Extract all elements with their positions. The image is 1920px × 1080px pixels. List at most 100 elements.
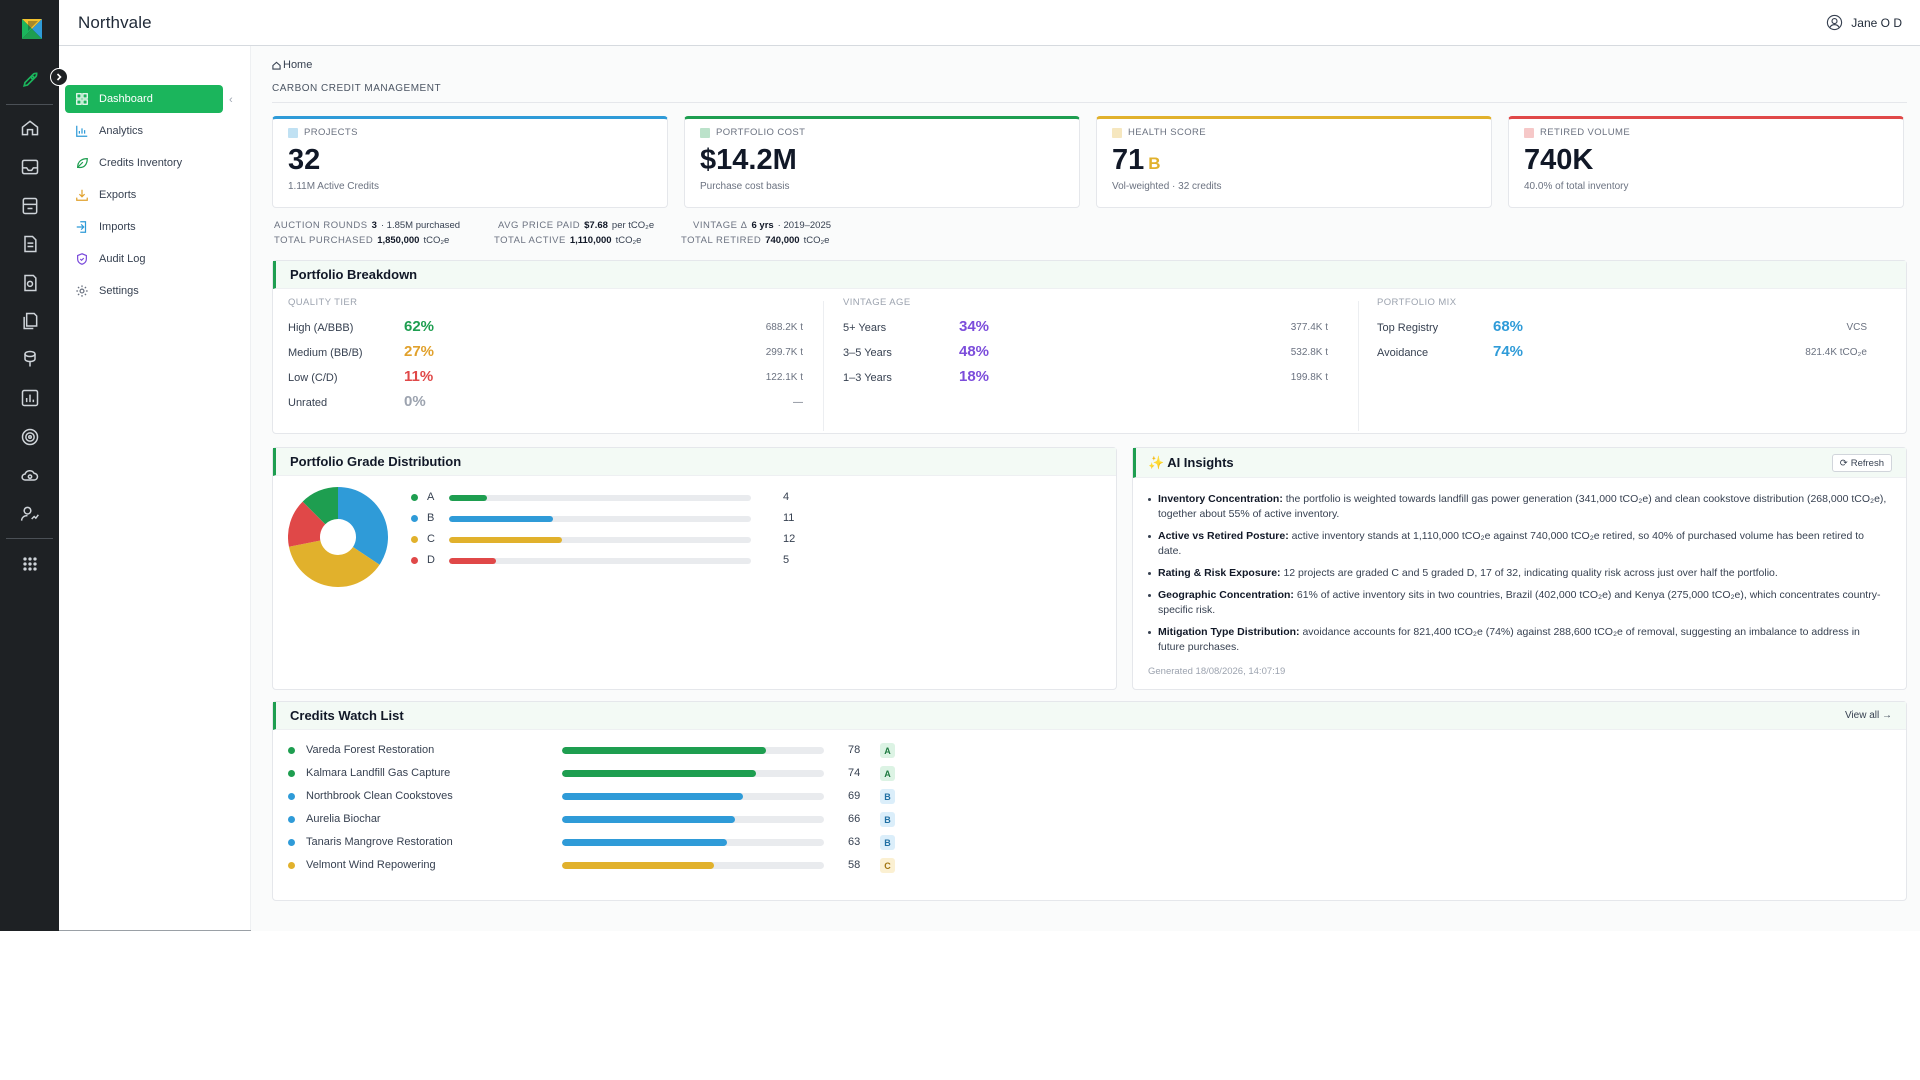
sidebar-item-label: Settings	[99, 285, 139, 297]
watch-list-row[interactable]: Tanaris Mangrove Restoration 63 B	[288, 831, 908, 854]
project-name[interactable]: Vareda Forest Restoration	[306, 744, 435, 756]
grade-count: 12	[783, 533, 796, 545]
sidebar-item-dashboard[interactable]: Dashboard	[65, 85, 223, 113]
sidebar-item-analytics[interactable]: Analytics	[65, 117, 223, 145]
stat-vintage: VINTAGE Δ 6 yrs · 2019–2025	[693, 220, 831, 231]
kpi-card-retired-volume[interactable]: RETIRED VOLUME 740K 40.0% of total inven…	[1508, 116, 1904, 208]
grade-donut-chart	[288, 487, 388, 587]
donut-slice-c[interactable]	[288, 540, 380, 587]
apps-grid-icon[interactable]	[18, 552, 42, 576]
sidebar-collapse-button[interactable]	[50, 68, 68, 86]
coin-stack-icon[interactable]	[18, 347, 42, 371]
project-name[interactable]: Velmont Wind Repowering	[306, 859, 436, 871]
project-name[interactable]: Kalmara Landfill Gas Capture	[306, 767, 451, 779]
target-icon[interactable]	[18, 425, 42, 449]
kpi-card-projects[interactable]: PROJECTS 32 1.11M Active Credits	[272, 116, 668, 208]
import-icon	[76, 221, 87, 233]
breadcrumb[interactable]: Home	[272, 59, 312, 71]
row-percent: 48%	[959, 343, 990, 360]
grade-row-c[interactable]: C 12	[411, 530, 795, 550]
chevron-left-icon[interactable]: ‹	[229, 94, 233, 106]
bar-chart-icon[interactable]	[18, 386, 42, 410]
grade-badge: B	[880, 835, 895, 850]
watch-list-row[interactable]: Aurelia Biochar 66 B	[288, 808, 908, 831]
insight-text: the portfolio is weighted towards landfi…	[1158, 493, 1887, 520]
grade-badge: B	[880, 812, 895, 827]
insight-heading: Inventory Concentration:	[1158, 493, 1283, 505]
grade-dot	[411, 515, 418, 522]
app-rail	[0, 0, 59, 931]
view-all-link[interactable]: View all →	[1844, 710, 1892, 721]
watch-list-row[interactable]: Northbrook Clean Cookstoves 69 B	[288, 785, 908, 808]
brand-name: Northvale	[78, 13, 152, 32]
breakdown-row: Top Registry 68% VCS	[1377, 316, 1867, 341]
watch-list-row[interactable]: Vareda Forest Restoration 78 A	[288, 739, 908, 762]
project-name[interactable]: Aurelia Biochar	[306, 813, 381, 825]
donut-slice-b[interactable]	[338, 487, 388, 565]
sidebar-item-settings[interactable]: Settings	[65, 277, 223, 305]
insight-item: Rating & Risk Exposure: 12 projects are …	[1148, 566, 1888, 581]
sidebar-item-audit-log[interactable]: Audit Log	[65, 245, 223, 273]
sidebar-item-label: Exports	[99, 189, 137, 201]
home-icon[interactable]	[18, 116, 42, 140]
breadcrumb-home[interactable]: Home	[283, 59, 313, 71]
row-label: High (A/BBB)	[288, 322, 354, 334]
kpi-label: RETIRED VOLUME	[1540, 127, 1631, 138]
score-value: 63	[848, 836, 861, 848]
certificate-icon[interactable]	[18, 271, 42, 295]
vintage-age-section: VINTAGE AGE 5+ Years 34% 377.4K t 3–5 Years…	[843, 297, 1328, 391]
donut-slice-d[interactable]	[288, 501, 326, 547]
kpi-value: 740K	[1524, 144, 1594, 176]
score-value: 58	[848, 859, 861, 871]
user-chart-icon[interactable]	[18, 502, 42, 526]
user-menu[interactable]: Jane O D	[1826, 14, 1902, 31]
project-name[interactable]: Tanaris Mangrove Restoration	[306, 836, 453, 848]
grade-dot	[411, 494, 418, 501]
sidebar-item-label: Imports	[99, 221, 136, 233]
inbox-icon[interactable]	[18, 155, 42, 179]
grade-row-b[interactable]: B 11	[411, 509, 794, 529]
stat-label: TOTAL RETIRED	[681, 235, 762, 246]
watch-list-card: Credits Watch List View all → Vareda For…	[272, 701, 1907, 901]
cloud-settings-icon[interactable]	[18, 463, 42, 487]
refresh-button[interactable]: ⟳ Refresh	[1831, 454, 1892, 472]
insight-item: Geographic Concentration: 61% of active …	[1148, 588, 1888, 618]
kpi-card-portfolio-cost[interactable]: PORTFOLIO COST $14.2M Purchase cost basi…	[684, 116, 1080, 208]
insight-item: Active vs Retired Posture: active invent…	[1148, 529, 1888, 559]
sidebar-item-exports[interactable]: Exports	[65, 181, 223, 209]
rocket-icon[interactable]	[18, 68, 42, 92]
row-label: Avoidance	[1377, 347, 1429, 359]
document-icon[interactable]	[18, 232, 42, 256]
project-name[interactable]: Northbrook Clean Cookstoves	[306, 790, 453, 802]
sidebar-item-label: Analytics	[99, 125, 144, 137]
grade-bar-fill	[449, 516, 553, 522]
logo-icon[interactable]	[18, 15, 46, 43]
insight-heading: Geographic Concentration:	[1158, 589, 1294, 601]
sidebar-item-label: Credits Inventory	[99, 157, 183, 169]
score-bar-fill	[562, 747, 767, 754]
insights-list: Inventory Concentration: the portfolio i…	[1148, 492, 1888, 662]
kpi-value: 71	[1112, 144, 1145, 176]
row-percent: 68%	[1493, 318, 1524, 335]
row-value: 299.7K t	[765, 347, 803, 358]
row-label: Top Registry	[1377, 322, 1439, 334]
stat-total-active: TOTAL ACTIVE 1,110,000 tCO₂e	[494, 235, 681, 246]
ai-insights-card: ✨ AI Insights ⟳ Refresh Inventory Concen…	[1132, 447, 1907, 690]
row-label: Medium (BB/B)	[288, 347, 363, 359]
row-percent: 18%	[959, 368, 990, 385]
watch-list-row[interactable]: Velmont Wind Repowering 58 C	[288, 854, 908, 877]
sidebar-item-credits-inventory[interactable]: Credits Inventory	[65, 149, 223, 177]
donut-slice-a[interactable]	[302, 487, 338, 525]
status-dot	[288, 839, 295, 846]
score-bar-track	[562, 862, 824, 869]
stat-value: $7.68	[584, 220, 608, 231]
sidebar-item-imports[interactable]: Imports	[65, 213, 223, 241]
insight-heading: Mitigation Type Distribution:	[1158, 626, 1300, 638]
kpi-card-health-score[interactable]: HEALTH SCORE 71 B Vol-weighted · 32 credi…	[1096, 116, 1492, 208]
ledger-icon[interactable]	[18, 194, 42, 218]
watch-list-row[interactable]: Kalmara Landfill Gas Capture 74 A	[288, 762, 908, 785]
copy-icon[interactable]	[18, 309, 42, 333]
